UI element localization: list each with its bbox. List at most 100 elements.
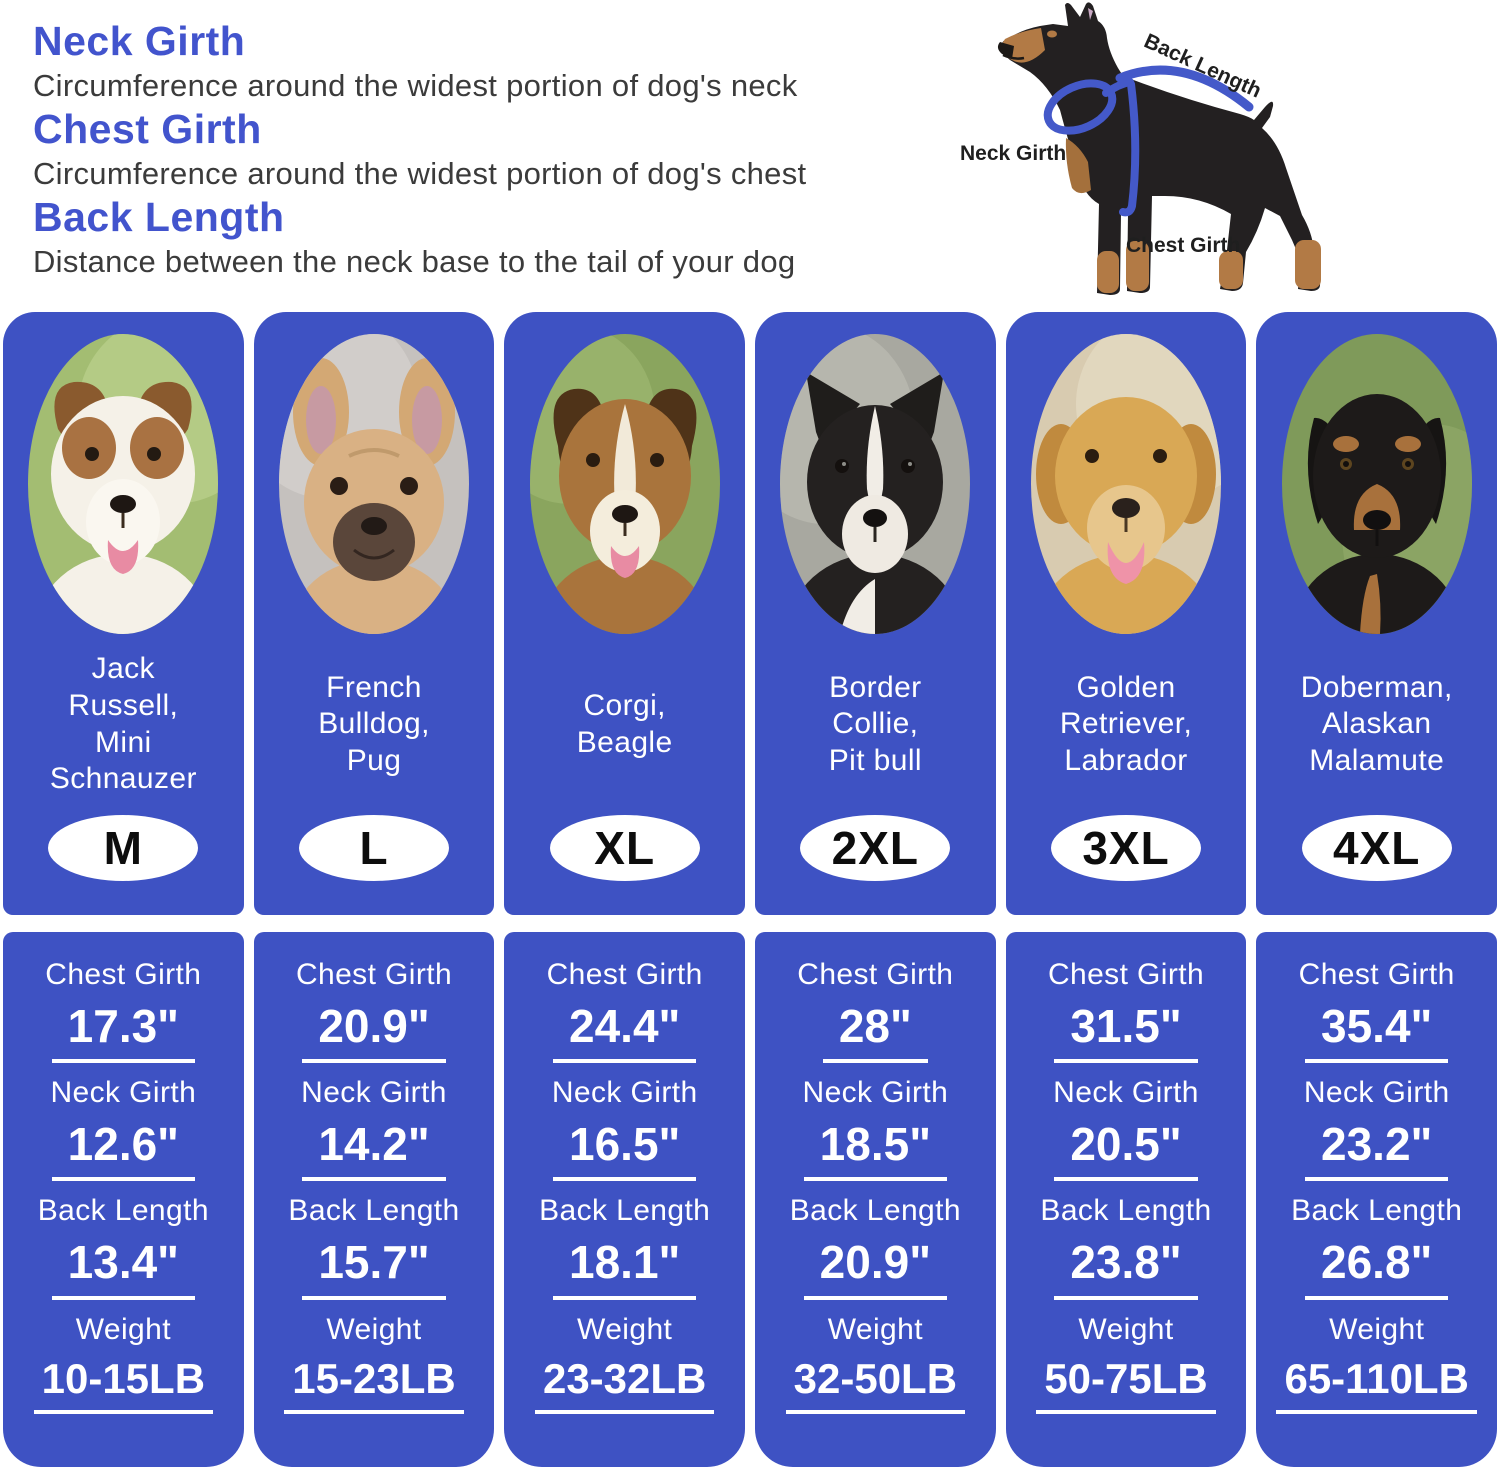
dog-photo-jack-russell (28, 334, 219, 634)
weight-label: Weight (577, 1312, 673, 1346)
back-length-value: 23.8" (1054, 1237, 1198, 1300)
neck-girth-group: Neck Girth 18.5" (802, 1076, 949, 1182)
chest-girth-line (1119, 80, 1140, 217)
dog-eyebrow-dot (1047, 30, 1057, 38)
dog-silhouette (1001, 2, 1321, 296)
weight-label: Weight (75, 1312, 171, 1346)
size-card-3xl: Golden Retriever, Labrador 3XL (1005, 312, 1247, 915)
weight-group: Weight 32-50LB (785, 1313, 966, 1415)
back-length-label: Back Length (789, 1194, 961, 1228)
breed-names: Jack Russell, Mini Schnauzer (49, 652, 197, 796)
definition-desc-chest-girth: Circumference around the widest portion … (33, 155, 807, 191)
size-badge: XL (549, 815, 700, 881)
neck-girth-value: 16.5" (553, 1119, 697, 1182)
neck-girth-label: Neck Girth (1303, 1076, 1450, 1110)
size-badge: 4XL (1301, 815, 1452, 881)
neck-girth-value: 20.5" (1054, 1119, 1198, 1182)
back-length-label: Back Length (37, 1194, 209, 1228)
weight-value: 15-23LB (284, 1356, 464, 1415)
back-length-label: Back Length (1291, 1194, 1463, 1228)
measurement-definitions: Neck Girth Circumference around the wide… (33, 18, 923, 284)
dog-photo-doberman (1281, 334, 1472, 634)
weight-group: Weight 23-32LB (534, 1312, 715, 1415)
spec-card-3xl: Chest Girth 31.5" Neck Girth 20.5" Back … (1005, 932, 1247, 1467)
dog-measurement-diagram: Neck Girth Chest Girth Back Length (960, 2, 1321, 296)
neck-girth-group: Neck Girth 14.2" (301, 1076, 447, 1182)
chest-girth-value: 31.5" (1054, 1001, 1198, 1064)
spec-card-m: Chest Girth 17.3" Neck Girth 12.6" Back … (3, 932, 244, 1467)
definition-term-neck-girth: Neck Girth (33, 18, 246, 64)
chest-girth-label: Chest Girth (797, 958, 954, 991)
weight-label: Weight (1329, 1312, 1425, 1346)
size-card-l: French Bulldog, Pug L (253, 312, 495, 915)
dog-hind-leg-tan (1219, 251, 1243, 289)
back-length-value: 18.1" (553, 1237, 697, 1300)
diagram-neck-girth-label: Neck Girth (960, 142, 1066, 165)
weight-value: 65-110LB (1276, 1356, 1477, 1415)
chest-girth-group: Chest Girth 24.4" (546, 958, 703, 1064)
dog-photo-golden-retriever (1031, 334, 1222, 634)
dog-chest-patch (1065, 138, 1091, 194)
neck-girth-value: 23.2" (1305, 1119, 1449, 1182)
chest-girth-label: Chest Girth (1298, 958, 1455, 991)
back-length-group: Back Length 26.8" (1291, 1194, 1463, 1300)
back-length-group: Back Length 20.9" (789, 1194, 961, 1300)
definition-term-back-length: Back Length (33, 193, 285, 240)
chest-girth-group: Chest Girth 17.3" (45, 958, 201, 1064)
chest-girth-group: Chest Girth 35.4" (1298, 958, 1455, 1064)
weight-group: Weight 50-75LB (1036, 1312, 1216, 1415)
size-badge: 2XL (800, 815, 951, 881)
back-length-label: Back Length (539, 1194, 711, 1228)
dog-photo-border-collie (780, 334, 971, 634)
chest-girth-value: 17.3" (51, 1001, 195, 1064)
dog-front-leg-tan (1097, 251, 1119, 293)
back-length-label: Back Length (288, 1194, 460, 1228)
dog-front-leg-tan (1126, 241, 1149, 291)
chest-girth-label: Chest Girth (295, 958, 453, 991)
dog-inner-ear (1088, 8, 1093, 20)
diagram-chest-girth-label: Chest Girth (1126, 234, 1240, 257)
weight-label: Weight (326, 1312, 422, 1346)
breed-names: French Bulldog, Pug (318, 670, 430, 777)
chest-girth-label: Chest Girth (546, 958, 703, 991)
size-badge: M (48, 815, 199, 881)
back-length-value: 26.8" (1305, 1237, 1449, 1300)
breed-names: Border Collie, Pit bull (828, 670, 922, 777)
neck-girth-group: Neck Girth 23.2" (1303, 1076, 1450, 1182)
size-card-xl: Corgi, Beagle XL (504, 312, 746, 915)
neck-girth-value: 18.5" (803, 1119, 948, 1182)
size-card-4xl: Doberman, Alaskan Malamute 4XL (1256, 312, 1498, 915)
back-length-label: Back Length (1040, 1194, 1212, 1228)
chest-girth-label: Chest Girth (1047, 958, 1205, 991)
weight-label: Weight (1078, 1312, 1174, 1346)
chest-girth-group: Chest Girth 31.5" (1047, 958, 1205, 1064)
weight-group: Weight 10-15LB (33, 1312, 214, 1415)
neck-girth-label: Neck Girth (1053, 1076, 1199, 1110)
neck-girth-value: 14.2" (302, 1119, 446, 1182)
neck-girth-label: Neck Girth (802, 1076, 949, 1110)
definition-desc-neck-girth: Circumference around the widest portion … (33, 67, 798, 103)
dog-mouth-line (1002, 53, 1025, 60)
weight-group: Weight 15-23LB (284, 1312, 464, 1415)
spec-card-2xl: Chest Girth 28" Neck Girth 18.5" Back Le… (755, 932, 996, 1467)
neck-girth-label: Neck Girth (301, 1076, 447, 1110)
weight-value: 23-32LB (534, 1356, 715, 1415)
spec-card-row: Chest Girth 17.3" Neck Girth 12.6" Back … (3, 932, 1498, 1467)
weight-value: 10-15LB (33, 1356, 214, 1415)
neck-girth-label: Neck Girth (551, 1076, 698, 1110)
back-length-value: 15.7" (302, 1237, 446, 1300)
chest-girth-value: 35.4" (1305, 1001, 1449, 1064)
back-length-group: Back Length 23.8" (1040, 1194, 1212, 1300)
spec-card-xl: Chest Girth 24.4" Neck Girth 16.5" Back … (504, 932, 746, 1467)
weight-value: 32-50LB (785, 1356, 966, 1415)
chest-girth-value: 28" (822, 1001, 928, 1064)
breed-names: Corgi, Beagle (576, 688, 673, 759)
neck-girth-label: Neck Girth (50, 1076, 197, 1110)
dog-nose (997, 42, 1014, 59)
neck-girth-group: Neck Girth 20.5" (1053, 1076, 1199, 1182)
back-length-value: 20.9" (803, 1237, 948, 1300)
neck-girth-group: Neck Girth 16.5" (551, 1076, 698, 1182)
weight-value: 50-75LB (1036, 1356, 1216, 1415)
chest-girth-value: 20.9" (302, 1001, 446, 1064)
